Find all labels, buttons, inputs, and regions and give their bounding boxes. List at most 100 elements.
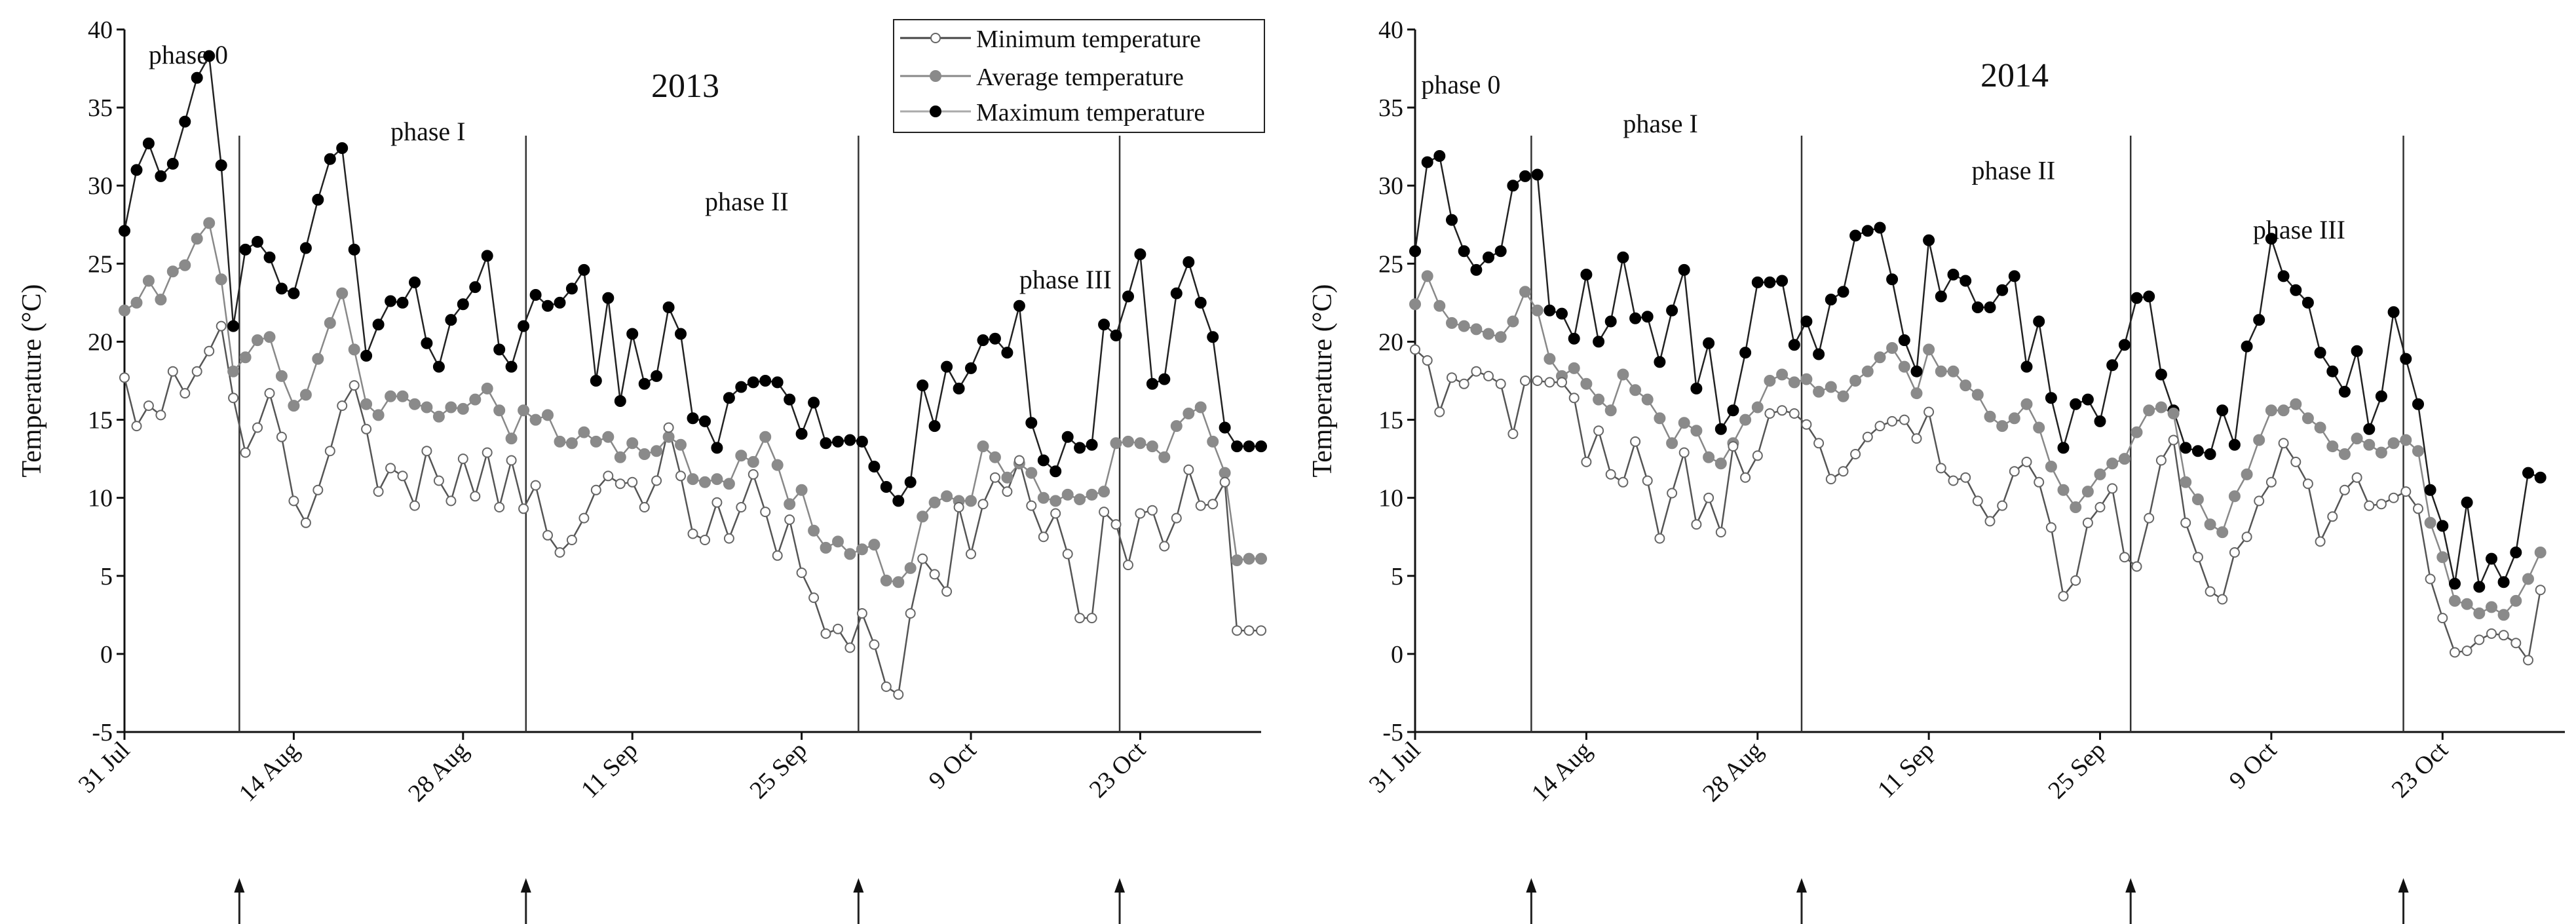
chart-2013-max-point xyxy=(820,437,832,450)
chart-2014-y-axis-label: Temperature (°C) xyxy=(1308,284,1338,478)
chart-2014-min-point xyxy=(1410,344,1420,355)
chart-2013-min-point xyxy=(324,446,335,457)
chart-2013-max-point xyxy=(203,50,216,62)
chart-2013-avg-point xyxy=(989,451,1001,463)
chart-2014-min-point xyxy=(2094,502,2106,512)
chart-2013-min-point xyxy=(337,400,348,412)
chart-2014-avg-point xyxy=(1568,362,1580,374)
chart-2013-max-point xyxy=(299,242,312,254)
chart-2014-max-point xyxy=(2228,438,2241,451)
chart-2014-avg-point xyxy=(2461,598,2473,610)
chart-2014-avg-point xyxy=(2486,601,2497,613)
chart-2013-min-point xyxy=(796,568,807,578)
chart-2014-max-point xyxy=(2290,284,2302,296)
chart-2013-max-point xyxy=(1255,440,1267,453)
chart-2014-min-point xyxy=(2265,476,2277,488)
chart-2014-max-point xyxy=(1727,404,1739,417)
chart-2013-min-point xyxy=(663,422,674,433)
chart-2013-avg-point xyxy=(239,351,252,364)
chart-2014-max-point xyxy=(1861,225,1874,237)
chart-2014-max-point xyxy=(1910,365,1923,377)
chart-2014-avg-point xyxy=(1641,393,1654,406)
chart-2013-phase-label: phase II xyxy=(705,187,789,216)
chart-2013-max-point xyxy=(469,281,482,294)
chart-2014-max-point xyxy=(1837,286,1849,298)
chart-2014-avg-point xyxy=(1421,270,1433,282)
chart-2014-y-tick-label: 30 xyxy=(1378,172,1403,200)
chart-2013-avg-point xyxy=(590,435,602,448)
chart-2014-max-point xyxy=(2534,471,2547,484)
legend-item-avg: Average temperature xyxy=(900,64,1184,91)
chart-2014-avg-point xyxy=(1813,385,1825,398)
chart-2013-min-point xyxy=(772,550,783,561)
chart-2014-max-point xyxy=(1714,423,1727,435)
chart-2014-min-point xyxy=(2535,585,2546,596)
chart-2013-avg-point xyxy=(1098,486,1110,498)
chart-2013-series-max-points xyxy=(119,50,1267,507)
chart-2014-min-point xyxy=(1422,355,1433,366)
chart-2013-avg-point xyxy=(542,409,554,421)
chart-2014-min-point xyxy=(1691,519,1702,530)
chart-2013-y-tick-label: 5 xyxy=(100,563,113,590)
chart-2014-y-tick-label: 0 xyxy=(1391,641,1403,668)
chart-2013-min-point xyxy=(748,469,759,480)
chart-2013-min-point xyxy=(1050,508,1061,519)
chart-2014-x-tick-label: 14 Aug xyxy=(1526,737,1597,807)
chart-2014-min-point xyxy=(2413,503,2423,514)
chart-2014-max-point xyxy=(1874,221,1886,234)
chart-2013-max-point xyxy=(542,299,554,312)
chart-2014-x-tick-label: 25 Sep xyxy=(2043,737,2111,805)
chart-2013-avg-point xyxy=(565,437,578,450)
chart-2013-max-point xyxy=(626,328,639,340)
chart-2014-avg-point xyxy=(1751,401,1764,414)
chart-2013-max-point xyxy=(662,301,675,313)
chart-2014-phase-arrow xyxy=(1796,878,1807,924)
chart-2014-avg-point xyxy=(2081,486,2094,498)
chart-2014-avg-point xyxy=(2118,453,2131,465)
chart-2013-avg-point xyxy=(263,331,276,343)
chart-2013-max-point xyxy=(372,318,385,331)
chart-2014-max-point xyxy=(2033,315,2045,328)
chart-2013-max-point xyxy=(723,392,735,404)
chart-2013-avg-point xyxy=(518,404,530,417)
chart-2013-min-point xyxy=(639,502,650,512)
chart-2013-max-point xyxy=(1231,440,1243,453)
chart-2013-max-point xyxy=(348,243,360,256)
chart-2013-min-point xyxy=(566,535,577,545)
chart-2014-min-point xyxy=(2168,434,2179,446)
chart-2014-avg-point xyxy=(1519,286,1531,298)
chart-2014-min-point xyxy=(1507,429,1519,439)
chart-2014-max-point xyxy=(1580,269,1593,280)
chart-2013-avg-point xyxy=(1231,554,1243,566)
chart-2013-min-point xyxy=(760,507,771,518)
chart-2013-avg-point xyxy=(288,400,300,412)
chart-2013-avg-point xyxy=(409,398,421,410)
chart-2013-max-point xyxy=(421,337,433,349)
chart-2014-avg-point xyxy=(2191,493,2204,505)
chart-2014-min-point xyxy=(1825,474,1836,485)
chart-2014-min-point xyxy=(2376,499,2387,510)
chart-2013-avg-point xyxy=(759,431,772,443)
chart-2013-max-point xyxy=(1098,318,1110,331)
chart-2014-avg-point xyxy=(1984,410,1996,423)
chart-2014-series-max-line xyxy=(1414,155,2541,590)
chart-2013-avg-point xyxy=(1194,401,1207,414)
chart-2013-max-point xyxy=(989,332,1001,345)
chart-2014-max-point xyxy=(1433,150,1446,162)
chart-2014-max-point xyxy=(2020,360,2033,373)
chart-2014-max-point xyxy=(2338,385,2351,398)
chart-2013-min-point xyxy=(433,475,444,486)
chart-2014-max-point xyxy=(1703,337,1715,349)
chart-2013-avg-point xyxy=(360,398,373,410)
chart-2014-min-point xyxy=(1850,449,1861,459)
chart-2013-max-point xyxy=(795,428,808,440)
chart-2014-avg-point xyxy=(2424,516,2436,529)
chart-2013-max-point xyxy=(699,415,711,427)
chart-2013-min-point xyxy=(1183,464,1194,475)
chart-2014-min-point xyxy=(1593,425,1604,436)
chart-2013-min-point xyxy=(313,484,324,495)
chart-2014-avg-point xyxy=(1433,299,1446,312)
chart-2013-avg-point xyxy=(1255,552,1267,565)
chart-2014-min-point xyxy=(1458,378,1469,389)
chart-2013-max-point xyxy=(263,251,276,263)
